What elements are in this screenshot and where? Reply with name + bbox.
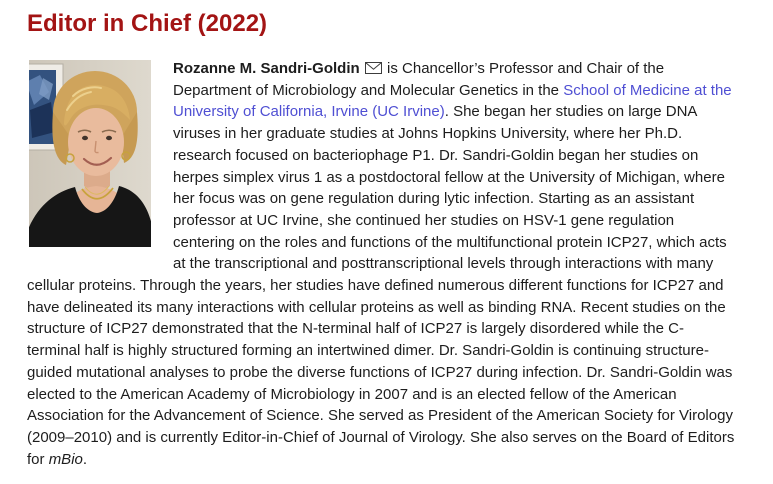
page-title: Editor in Chief (2022) <box>27 10 268 37</box>
journal-mbio-italic: mBio <box>48 450 83 468</box>
bio-text-before-link: is Chancellor’s Professor and Chair of t… <box>173 60 665 99</box>
facial-features <box>77 129 117 166</box>
page: Editor in Chief (2022) <box>27 10 737 470</box>
black-top <box>29 186 151 247</box>
bio-section: Rozanne M. Sandri-Goldin is Chancellor’s… <box>27 58 737 470</box>
email-envelope-icon[interactable] <box>364 58 383 80</box>
portrait-illustration <box>29 60 151 247</box>
school-of-medicine-link[interactable]: School of Medicine at the University of … <box>173 81 732 121</box>
profile-photo <box>29 60 151 247</box>
bio-text-end: . <box>82 450 88 468</box>
bio-text-after-link: . She began her studies on large DNA vir… <box>27 103 735 468</box>
bio-paragraph: Rozanne M. Sandri-Goldin is Chancellor’s… <box>27 58 737 470</box>
hair-highlight <box>66 86 102 111</box>
earrings <box>65 151 131 163</box>
necklace <box>81 185 114 200</box>
profile-name: Rozanne M. Sandri-Goldin <box>173 60 360 77</box>
